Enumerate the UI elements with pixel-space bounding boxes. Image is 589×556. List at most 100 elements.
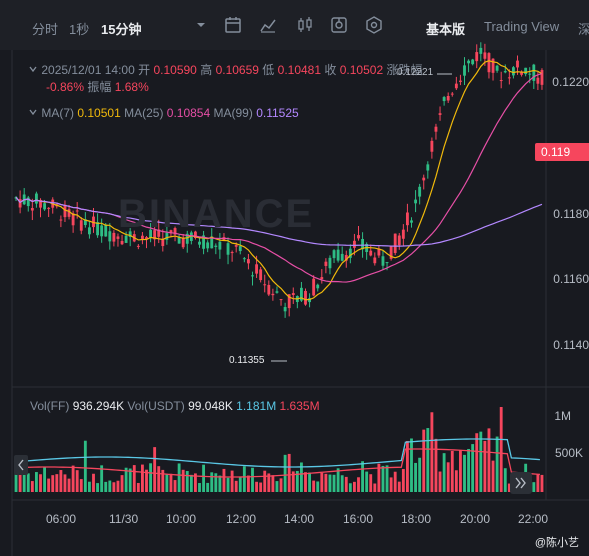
volume-bar: [479, 431, 483, 492]
ma7-value: 0.10501: [77, 106, 121, 120]
candle-body: [234, 245, 238, 247]
volume-bar: [100, 465, 104, 492]
candle-body: [487, 53, 491, 73]
drawing-tools-icon[interactable]: [330, 16, 348, 34]
scroll-left-button[interactable]: [14, 455, 28, 475]
candle-body: [430, 140, 434, 152]
volume-bar: [210, 472, 214, 492]
candle-body: [59, 219, 63, 221]
volume-bar: [487, 428, 491, 492]
volume-bar: [336, 468, 340, 492]
y-tick: 0.1160: [553, 272, 589, 286]
vol-ma2-value: 1.635M: [279, 399, 320, 413]
settings-icon[interactable]: [365, 16, 383, 34]
volume-bar: [145, 469, 148, 492]
volume-bar: [124, 467, 128, 492]
candle-body: [422, 177, 426, 181]
scroll-right-button[interactable]: [510, 472, 532, 494]
candle-body: [202, 235, 206, 249]
candle-body: [405, 212, 409, 226]
indicator-icon[interactable]: [259, 16, 277, 34]
low-value: 0.10481: [277, 63, 322, 77]
candle-body: [450, 93, 454, 95]
candle-body: [426, 164, 430, 171]
y-tick: 0.1140: [553, 338, 589, 352]
volume-bar: [532, 482, 536, 492]
y-tick: 0.1180: [553, 207, 589, 221]
volume-bar: [173, 480, 177, 492]
volume-bar: [251, 467, 254, 492]
one-second-tab[interactable]: 1秒: [69, 22, 90, 37]
interval-dropdown-icon[interactable]: [192, 16, 210, 34]
candle-body: [397, 235, 401, 246]
x-tick: 16:00: [343, 512, 374, 526]
open-label: 开: [138, 63, 151, 77]
volume-bar: [51, 475, 55, 492]
volume-bar: [283, 454, 287, 492]
volume-bar: [365, 471, 369, 492]
candle-type-icon[interactable]: [296, 16, 314, 34]
volume-bar: [206, 482, 210, 492]
candle-body: [83, 219, 87, 226]
candle-body: [242, 258, 246, 260]
volume-bar: [43, 467, 47, 492]
trading-view-tab[interactable]: Trading View: [484, 19, 560, 34]
vol-y-tick: 1M: [554, 409, 571, 423]
volume-bar: [136, 482, 140, 492]
basic-view-tab[interactable]: 基本版: [426, 22, 466, 37]
candle-body: [471, 59, 475, 65]
candle-body: [230, 252, 234, 254]
volume-bar: [503, 468, 507, 492]
volume-bar: [75, 470, 79, 492]
candle-body: [87, 227, 91, 235]
volume-bar: [507, 483, 511, 492]
candle-body: [467, 60, 471, 64]
volume-bar: [14, 460, 18, 492]
volume-bar: [271, 475, 275, 492]
candle-body: [26, 197, 30, 207]
volume-bar: [83, 440, 87, 492]
change-value: -0.86%: [46, 80, 85, 94]
candle-body: [320, 277, 324, 280]
interval-15m-tab[interactable]: 15分钟: [101, 22, 142, 37]
volume-bar: [279, 478, 283, 492]
ma99-value: 0.11525: [256, 106, 299, 120]
collapse-chevron-icon[interactable]: [28, 63, 38, 73]
candle-body: [47, 207, 51, 209]
candle-body: [316, 284, 320, 289]
volume-bar: [246, 475, 250, 492]
volume-bar: [169, 473, 173, 492]
volume-bar: [149, 463, 153, 492]
low-marker-label: 0.11355: [229, 355, 265, 366]
volume-bar: [377, 463, 381, 492]
time-tab[interactable]: 分时: [32, 22, 59, 37]
candle-body: [418, 186, 422, 197]
volume-bar: [263, 470, 267, 492]
ma99-label: MA(99): [213, 106, 253, 120]
candle-body: [43, 203, 47, 210]
volume-bar: [34, 472, 38, 492]
binance-watermark: BINANCE: [118, 192, 315, 236]
candle-body: [446, 95, 450, 101]
volume-bar: [71, 465, 75, 492]
volume-bar: [308, 472, 312, 492]
volume-bar: [389, 477, 393, 492]
candle-body: [438, 113, 442, 115]
volume-bar: [30, 481, 34, 492]
ma-collapse-chevron-icon[interactable]: [28, 106, 38, 116]
chart-toolbar: 分时 1秒 15分钟 基本版 Trading View 深: [0, 0, 589, 50]
candle-body: [198, 241, 201, 245]
volume-bar: [430, 412, 434, 492]
volume-bar: [153, 447, 157, 492]
volume-bar: [120, 475, 124, 492]
calendar-icon[interactable]: [224, 16, 242, 34]
depth-tab[interactable]: 深: [578, 22, 589, 37]
candle-body: [185, 233, 189, 244]
volume-bar: [202, 464, 206, 492]
candle-body: [96, 222, 100, 236]
volume-bar: [401, 469, 405, 492]
chevron-left-icon: [18, 459, 24, 471]
candle-body: [401, 229, 405, 239]
candle-body: [226, 243, 230, 255]
